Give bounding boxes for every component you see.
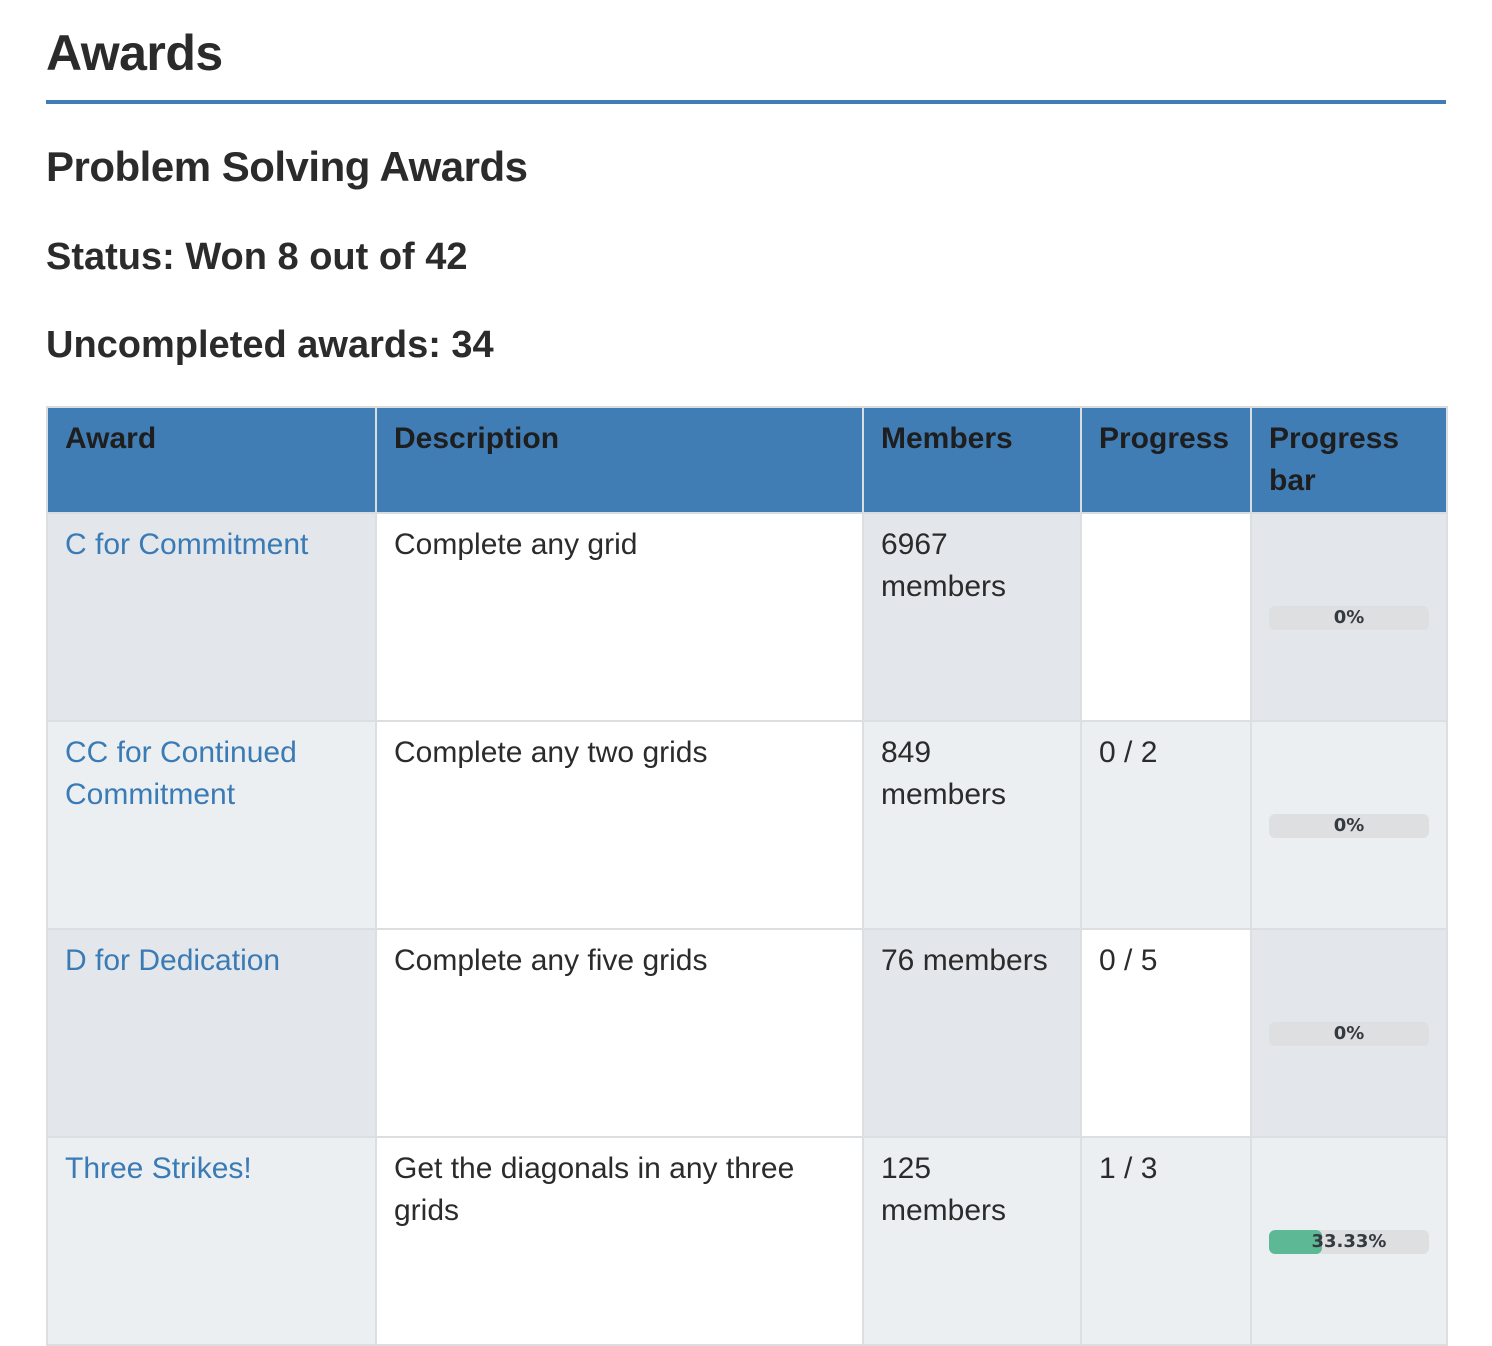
award-link[interactable]: CC for Continued Commitment [65, 736, 297, 811]
table-row: Three Strikes! Get the diagonals in any … [46, 1136, 1448, 1346]
award-link[interactable]: C for Commitment [65, 528, 309, 561]
members-cell: 125 members [862, 1136, 1082, 1346]
progress-bar-label: 0% [1333, 815, 1365, 836]
table-row: CC for Continued Commitment Complete any… [46, 720, 1448, 930]
header-progress-bar: Progress bar [1250, 406, 1448, 514]
award-cell: C for Commitment [46, 512, 377, 722]
description-cell: Complete any five grids [375, 928, 864, 1138]
progress-cell: 0 / 2 [1080, 720, 1252, 930]
progress-bar-cell: 0% [1250, 512, 1448, 722]
members-cell: 76 members [862, 928, 1082, 1138]
award-cell: CC for Continued Commitment [46, 720, 377, 930]
progress-bar-label: 0% [1333, 607, 1365, 628]
header-progress: Progress [1080, 406, 1252, 514]
description-cell: Get the diagonals in any three grids [375, 1136, 864, 1346]
header-description: Description [375, 406, 864, 514]
progress-bar: 33.33% [1269, 1230, 1429, 1254]
uncompleted-awards-text: Uncompleted awards: 34 [46, 324, 494, 366]
award-cell: Three Strikes! [46, 1136, 377, 1346]
progress-cell: 1 / 3 [1080, 1136, 1252, 1346]
header-members: Members [862, 406, 1082, 514]
progress-bar-cell: 33.33% [1250, 1136, 1448, 1346]
table-row: C for Commitment Complete any grid 6967 … [46, 512, 1448, 722]
page-content: Awards Problem Solving Awards Status: Wo… [46, 0, 1448, 1346]
table-header-row: Award Description Members Progress Progr… [46, 406, 1448, 514]
progress-bar-label: 33.33% [1311, 1231, 1387, 1252]
section-title: Problem Solving Awards [46, 143, 528, 190]
progress-cell: 0 / 5 [1080, 928, 1252, 1138]
award-link[interactable]: Three Strikes! [65, 1152, 252, 1185]
awards-table: Award Description Members Progress Progr… [46, 406, 1448, 1346]
progress-bar-cell: 0% [1250, 928, 1448, 1138]
description-cell: Complete any grid [375, 512, 864, 722]
progress-bar-cell: 0% [1250, 720, 1448, 930]
progress-bar-label: 0% [1333, 1023, 1365, 1044]
progress-cell [1080, 512, 1252, 722]
progress-bar-fill [1269, 1230, 1323, 1254]
table-row: D for Dedication Complete any five grids… [46, 928, 1448, 1138]
header-award: Award [46, 406, 377, 514]
title-divider [46, 100, 1446, 104]
members-cell: 6967 members [862, 512, 1082, 722]
description-cell: Complete any two grids [375, 720, 864, 930]
progress-bar: 0% [1269, 606, 1429, 630]
status-text: Status: Won 8 out of 42 [46, 236, 468, 278]
page-title: Awards [46, 25, 223, 81]
members-cell: 849 members [862, 720, 1082, 930]
progress-bar: 0% [1269, 814, 1429, 838]
award-link[interactable]: D for Dedication [65, 944, 281, 977]
progress-bar: 0% [1269, 1022, 1429, 1046]
award-cell: D for Dedication [46, 928, 377, 1138]
